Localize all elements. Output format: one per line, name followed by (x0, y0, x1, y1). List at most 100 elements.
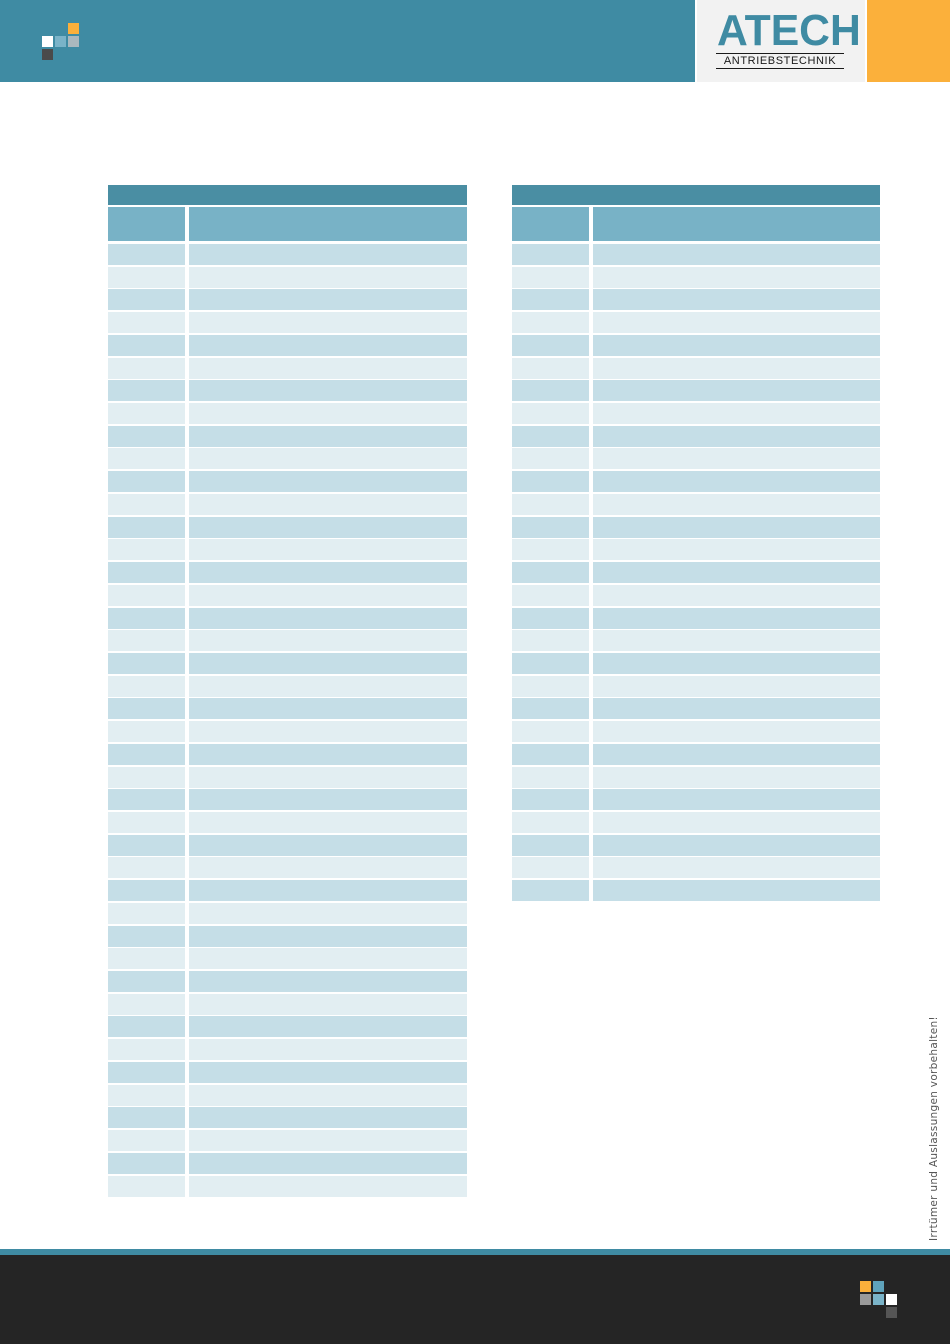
table-title (108, 185, 467, 205)
table-row-cell (108, 948, 185, 969)
table-row-cell (108, 812, 185, 833)
table-row-cell (108, 289, 185, 310)
table-row-cell (108, 698, 185, 719)
table-row-cell (512, 676, 589, 697)
table-row-cell (108, 903, 185, 924)
table-row-cell (108, 608, 185, 629)
table-row-cell (189, 494, 467, 515)
table-row-cell (189, 1016, 467, 1037)
table-row-cell (512, 744, 589, 765)
table-row-cell (189, 517, 467, 538)
table-row-cell (512, 494, 589, 515)
table-row-cell (593, 471, 880, 492)
table-row-cell (512, 767, 589, 788)
table-row-cell (189, 676, 467, 697)
table-row-cell (108, 358, 185, 379)
table-row-cell (189, 812, 467, 833)
column-header (189, 207, 467, 241)
table-row-cell (108, 585, 185, 606)
table-row-cell (108, 1039, 185, 1060)
table-row-cell (108, 926, 185, 947)
table-row-cell (512, 244, 589, 265)
table-row-cell (189, 562, 467, 583)
footer-bar (0, 1255, 950, 1344)
table-row-cell (593, 494, 880, 515)
table-row-cell (512, 857, 589, 878)
table-row-cell (108, 835, 185, 856)
table-row-cell (593, 562, 880, 583)
table-row-cell (593, 517, 880, 538)
table-row-cell (189, 744, 467, 765)
table-row-cell (108, 244, 185, 265)
table-row-cell (108, 721, 185, 742)
table-row-cell (108, 335, 185, 356)
table-row-cell (108, 880, 185, 901)
header-bar (0, 0, 695, 82)
brand-name: ATECH (716, 6, 861, 55)
table-row-cell (512, 358, 589, 379)
table-row-cell (189, 267, 467, 288)
table-row-cell (189, 426, 467, 447)
table-row-cell (593, 857, 880, 878)
table-row-cell (189, 539, 467, 560)
table-row-cell (593, 653, 880, 674)
table-row-cell (189, 857, 467, 878)
table-row-cell (108, 1062, 185, 1083)
accent-panel (867, 0, 950, 82)
column-header (512, 207, 589, 241)
table-row-cell (593, 880, 880, 901)
table-row-cell (512, 608, 589, 629)
table-row-cell (512, 562, 589, 583)
table-row-cell (189, 926, 467, 947)
table-row-cell (512, 721, 589, 742)
table-row-cell (189, 1130, 467, 1151)
table-row-cell (593, 289, 880, 310)
table-row-cell (108, 971, 185, 992)
table-row-cell (593, 721, 880, 742)
table-row-cell (189, 903, 467, 924)
table-row-cell (189, 721, 467, 742)
disclaimer-text: Irrtümer und Auslassungen vorbehalten! (928, 1016, 940, 1241)
table-row-cell (189, 1107, 467, 1128)
table-row-cell (189, 1039, 467, 1060)
table-row-cell (593, 448, 880, 469)
table-row-cell (189, 380, 467, 401)
table-row-cell (593, 426, 880, 447)
table-row-cell (593, 812, 880, 833)
table-row-cell (189, 880, 467, 901)
table-row-cell (189, 244, 467, 265)
column-header (108, 207, 185, 241)
table-row-cell (189, 789, 467, 810)
table-row-cell (593, 835, 880, 856)
brand-subtitle: ANTRIEBSTECHNIK (716, 53, 844, 69)
table-row-cell (593, 789, 880, 810)
table-row-cell (512, 312, 589, 333)
table-row-cell (189, 1062, 467, 1083)
table-row-cell (512, 812, 589, 833)
table-row-cell (512, 267, 589, 288)
table-row-cell (108, 767, 185, 788)
table-row-cell (108, 471, 185, 492)
column-header (593, 207, 880, 241)
table-row-cell (512, 380, 589, 401)
table-row-cell (512, 403, 589, 424)
table-row-cell (108, 562, 185, 583)
table-row-cell (108, 1107, 185, 1128)
table-row-cell (108, 1176, 185, 1197)
table-row-cell (108, 1130, 185, 1151)
table-row-cell (512, 630, 589, 651)
table-row-cell (593, 630, 880, 651)
table-row-cell (512, 426, 589, 447)
table-row-cell (189, 471, 467, 492)
table-row-cell (189, 289, 467, 310)
table-row-cell (512, 880, 589, 901)
table-row-cell (108, 539, 185, 560)
table-row-cell (512, 698, 589, 719)
table-row-cell (108, 380, 185, 401)
table-row-cell (593, 744, 880, 765)
table-row-cell (189, 585, 467, 606)
table-row-cell (108, 494, 185, 515)
table-row-cell (108, 789, 185, 810)
table-row-cell (189, 1085, 467, 1106)
table-row-cell (512, 835, 589, 856)
